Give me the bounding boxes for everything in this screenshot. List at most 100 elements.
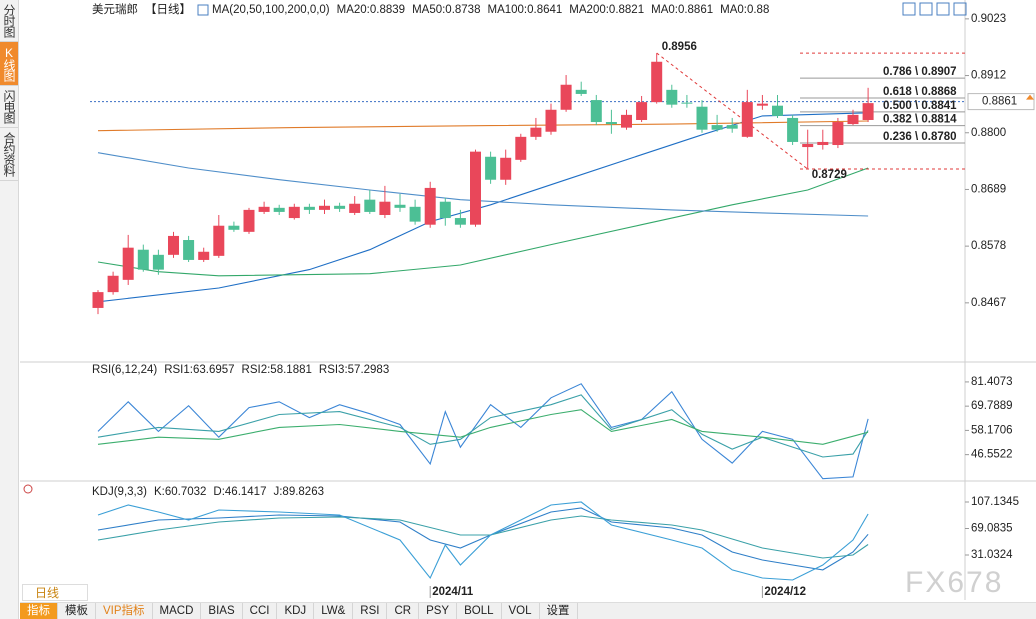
candle-body: [726, 125, 738, 129]
y-tick-label: 46.5522: [971, 449, 1013, 461]
toolbar-item[interactable]: 模板: [58, 603, 96, 619]
candle-body: [545, 109, 557, 132]
candle-body: [107, 275, 119, 293]
toolbar-item[interactable]: BOLL: [457, 603, 502, 619]
settings-icon[interactable]: [23, 484, 33, 494]
last-price-label: 0.8861: [982, 96, 1017, 108]
candle-body: [137, 249, 149, 270]
indicator-line: [97, 112, 869, 303]
candle-body: [575, 89, 587, 94]
ma-icon[interactable]: [197, 4, 209, 16]
candle-body: [651, 61, 663, 103]
fib-level-label: 0.236 \ 0.8780: [883, 131, 957, 143]
candle-body: [394, 204, 406, 208]
fib-low-label: 0.8729: [812, 169, 847, 181]
candle-body: [349, 203, 361, 213]
candle-body: [590, 100, 602, 123]
legend-item: 【日线】: [145, 2, 191, 16]
side-tab[interactable]: 闪电图: [0, 86, 18, 128]
indicator-line: [97, 394, 869, 458]
candle-body: [243, 209, 255, 232]
toolbar-item[interactable]: LW&: [314, 603, 354, 619]
toolbar-icons: [902, 2, 967, 16]
sidebar: 分时图 K线图 闪电图 合约资料: [0, 0, 19, 619]
legend-item: KDJ(9,3,3): [92, 486, 147, 498]
x-tick-label: 2024/11: [432, 586, 474, 598]
icon[interactable]: [902, 2, 916, 16]
indicator-line: [97, 507, 869, 571]
legend-item: D:46.1417: [213, 486, 266, 498]
candle-body: [500, 157, 512, 180]
y-tick-label: 0.8578: [971, 240, 1006, 252]
candle-body: [228, 225, 240, 230]
y-tick-label: 31.0324: [971, 549, 1013, 561]
period-tab[interactable]: 日线: [22, 584, 88, 601]
candle-body: [454, 218, 466, 225]
candle-body: [273, 207, 285, 212]
icon[interactable]: [919, 2, 933, 16]
y-tick-label: 69.0835: [971, 523, 1013, 535]
side-tab[interactable]: K线图: [0, 42, 18, 86]
candle-body: [258, 206, 270, 212]
candle-body: [560, 84, 572, 110]
toolbar-item[interactable]: VIP指标: [96, 603, 153, 619]
toolbar-item[interactable]: 设置: [540, 603, 578, 619]
price-arrow: [1026, 94, 1034, 100]
legend-item: MA200:0.8821: [569, 4, 644, 16]
y-tick-label: 0.8912: [971, 70, 1006, 82]
toolbar: 指标 模板 VIP指标 MACD BIAS CCI KDJ LW& RSI CR PSY BOLL VO…: [20, 602, 1036, 619]
candle-body: [288, 206, 300, 219]
candle-body: [681, 102, 693, 104]
fib-level-label: 0.500 \ 0.8841: [883, 100, 957, 112]
candle-body: [515, 136, 527, 160]
side-tab[interactable]: 合约资料: [0, 128, 18, 181]
candle-body: [485, 156, 497, 180]
candle-body: [379, 201, 391, 215]
legend-item: RSI2:58.1881: [242, 364, 312, 376]
candle-body: [122, 247, 134, 280]
legend-item: RSI1:63.6957: [164, 364, 234, 376]
toolbar-item[interactable]: MACD: [153, 603, 202, 619]
y-tick-label: 0.8689: [971, 183, 1006, 195]
candle-body: [802, 143, 814, 148]
candle-body: [847, 114, 859, 125]
candle-body: [183, 240, 195, 260]
candle-body: [198, 251, 210, 260]
fib-diagonal: [656, 52, 809, 170]
candle-body: [832, 122, 844, 146]
candle-body: [213, 225, 225, 256]
legend-item: J:89.8263: [273, 486, 324, 498]
legend-item: MA20:0.8839: [337, 4, 405, 16]
toolbar-item[interactable]: RSI: [353, 603, 388, 619]
toolbar-item[interactable]: VOL: [502, 603, 540, 619]
indicator-line: [97, 515, 869, 559]
icon[interactable]: [953, 2, 967, 16]
candle-body: [530, 127, 542, 137]
candle-body: [772, 105, 783, 116]
toolbar-item[interactable]: BIAS: [201, 603, 243, 619]
candle-body: [787, 117, 799, 142]
legend-item: MA50:0.8738: [412, 4, 480, 16]
candle-body: [152, 254, 164, 270]
icon[interactable]: [936, 2, 950, 16]
candle-body: [605, 122, 617, 125]
y-tick-label: 0.8800: [971, 127, 1006, 139]
toolbar-item[interactable]: KDJ: [277, 603, 315, 619]
candle-body: [334, 205, 346, 209]
y-tick-label: 69.7889: [971, 400, 1013, 412]
side-tab[interactable]: 分时图: [0, 0, 18, 42]
toolbar-item[interactable]: PSY: [419, 603, 458, 619]
fib-level-label: 0.786 \ 0.8907: [883, 66, 957, 78]
candle-body: [424, 187, 436, 225]
candle-body: [636, 102, 648, 120]
toolbar-item[interactable]: CCI: [243, 603, 278, 619]
candle-body: [409, 206, 421, 222]
candle-body: [168, 235, 179, 255]
legend-item: RSI(6,12,24): [92, 364, 157, 376]
candle-body: [696, 106, 708, 130]
fib-high-label: 0.8956: [662, 41, 697, 53]
toolbar-item[interactable]: 指标: [20, 603, 58, 619]
toolbar-item[interactable]: CR: [387, 603, 420, 619]
